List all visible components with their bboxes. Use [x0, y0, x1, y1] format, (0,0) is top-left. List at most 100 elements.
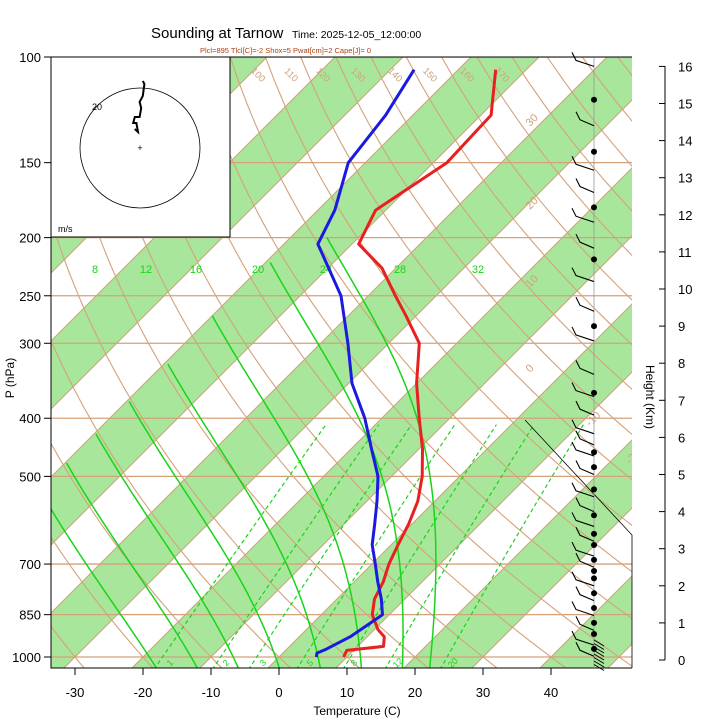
x-tick-label: 40: [544, 685, 558, 700]
wind-barb: [571, 571, 595, 587]
height-tick-label: 2: [678, 579, 685, 594]
height-tick-label: 13: [678, 171, 692, 186]
isotherm-line: [333, 57, 632, 668]
moist-adiabat: [167, 363, 322, 668]
wind-barb: [593, 639, 605, 647]
dry-adiabat: [221, 57, 632, 668]
height-tick-label: 10: [678, 282, 692, 297]
wind-barb: [575, 400, 595, 416]
chart-indices: Plcl=895 Tlcl[C]=-2 Shox=5 Pwat[cm]=2 Ca…: [200, 46, 371, 55]
height-tick-label: 6: [678, 430, 685, 445]
isotherm-line: [265, 57, 632, 668]
wind-dot: [591, 464, 597, 471]
theta-e-label: 28: [394, 264, 406, 276]
wind-barb: [575, 553, 595, 568]
green-band: [266, 57, 632, 668]
height-tick-label: 7: [678, 393, 685, 408]
dry-adiabat: [51, 57, 431, 668]
dry-adiabat-label: 150: [420, 66, 439, 85]
height-tick-label: 14: [678, 134, 692, 149]
height-tick-label: 1: [678, 616, 685, 631]
dry-adiabat: [118, 57, 569, 668]
wind-barb: [593, 646, 605, 654]
theta-e-label: 8: [92, 264, 98, 276]
wind-barb: [571, 267, 595, 283]
wind-barb: [575, 616, 595, 631]
theta-e-label: 12: [140, 264, 152, 276]
wind-barb: [575, 297, 595, 312]
dry-adiabat: [187, 57, 632, 668]
isotherm-line: [61, 57, 632, 668]
hodograph-trace: [131, 80, 146, 135]
wind-barb: [571, 52, 595, 67]
height-tick-label: 9: [678, 319, 685, 334]
dewpoint-trace: [314, 68, 416, 658]
moist-adiabat: [51, 488, 159, 668]
wind-dot: [591, 148, 597, 155]
wind-barb: [593, 660, 605, 668]
wind-dot: [591, 204, 597, 211]
wind-barb: [571, 541, 595, 557]
isotherm-line: [51, 57, 431, 668]
x-tick-label: 30: [476, 685, 490, 700]
height-tick-label: 12: [678, 208, 692, 223]
height-tick-label: 5: [678, 468, 685, 483]
wind-dot: [591, 541, 597, 548]
x-tick-label: 0: [275, 685, 282, 700]
dry-adiabat: [255, 57, 632, 668]
plot-frame-notch: [524, 419, 633, 668]
moist-adiabat: [269, 262, 404, 668]
isotherm-line: [51, 57, 363, 668]
wind-barb: [575, 497, 595, 513]
isotherm-line: [401, 57, 632, 668]
wind-dot: [591, 556, 597, 563]
moist-adiabat: [95, 433, 240, 668]
wind-barb: [593, 657, 605, 664]
mixing-ratio-line: [153, 424, 327, 668]
isotherm-line: [51, 57, 632, 668]
y-tick-label: 400: [19, 411, 41, 426]
wind-barb: [571, 482, 595, 498]
y-tick-label: 250: [19, 289, 41, 304]
mixing-ratio-line: [439, 424, 584, 668]
hodograph-ring: [79, 87, 201, 209]
dry-adiabat: [51, 57, 293, 668]
wind-barb: [575, 586, 595, 602]
x-tick-label: 10: [340, 685, 354, 700]
wind-barb: [571, 512, 595, 527]
height-tick-label: 4: [678, 505, 685, 520]
hodograph-unit-label: m/s: [58, 224, 73, 234]
wind-barb: [575, 178, 595, 194]
wind-barb: [571, 630, 595, 646]
hodograph-ring-label: 20: [92, 102, 102, 112]
wind-barb: [575, 430, 595, 446]
wind-dot: [591, 256, 597, 263]
wind-dot: [591, 323, 597, 330]
height-tick-label: 16: [678, 59, 692, 74]
mixing-ratio-label: 5: [305, 658, 316, 669]
moist-adiabat: [326, 237, 437, 668]
mixing-ratio-label: 2: [221, 658, 232, 669]
y-tick-label: 500: [19, 469, 41, 484]
dry-adiabat: [152, 57, 632, 668]
height-tick-label: 15: [678, 97, 692, 112]
wind-barb: [593, 653, 605, 661]
x-tick-label: -10: [202, 685, 221, 700]
isotherm-label: -20: [624, 447, 644, 467]
wind-barb: [571, 156, 595, 171]
theta-e-label: 16: [190, 264, 202, 276]
height-tick-label: 11: [678, 245, 692, 260]
wind-barb: [575, 233, 595, 249]
wind-dot: [591, 512, 597, 519]
wind-barb: [571, 601, 595, 617]
wind-dot: [591, 449, 597, 456]
y-tick-label: 150: [19, 156, 41, 171]
wind-dot: [591, 389, 597, 396]
isotherm-line: [51, 57, 567, 668]
dry-adiabat-label: 110: [282, 66, 300, 84]
x-tick-label: 20: [408, 685, 422, 700]
mixing-ratio-line: [211, 424, 380, 668]
mixing-ratio-label: 3: [258, 658, 269, 669]
